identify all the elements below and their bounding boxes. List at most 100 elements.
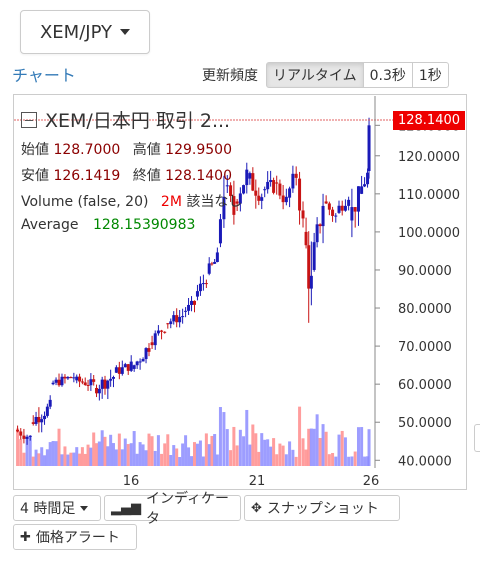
candle-body bbox=[129, 361, 133, 371]
volume-bar bbox=[100, 430, 104, 466]
volume-bar bbox=[315, 414, 319, 466]
candle-body bbox=[34, 416, 38, 424]
candle-body bbox=[156, 330, 160, 334]
volume-bar bbox=[340, 430, 344, 466]
volume-bar bbox=[260, 433, 264, 466]
y-tick-label: 40.0000 bbox=[398, 454, 452, 469]
volume-bar bbox=[156, 435, 160, 466]
volume-bar bbox=[97, 441, 101, 466]
update-frequency-label: 更新頻度 bbox=[202, 68, 258, 84]
candle-body bbox=[245, 169, 249, 186]
candle-body bbox=[66, 377, 70, 379]
volume-bar bbox=[222, 412, 226, 466]
volume-bar bbox=[150, 436, 154, 466]
candle-body bbox=[120, 367, 124, 374]
volume-bar bbox=[360, 427, 364, 466]
candle-body bbox=[284, 196, 288, 203]
candle-body bbox=[72, 377, 76, 379]
volume-bar bbox=[278, 443, 282, 466]
price-alert-label: 価格アラート bbox=[35, 530, 120, 546]
volume-bar bbox=[132, 431, 136, 466]
candle-body bbox=[187, 304, 191, 311]
volume-bar bbox=[254, 433, 258, 466]
update-frequency-group: リアルタイム 0.3秒 1秒 bbox=[266, 62, 449, 88]
volume-bar bbox=[334, 456, 338, 466]
x-tick-label: 26 bbox=[363, 474, 380, 489]
volume-bar bbox=[114, 449, 118, 466]
volume-bar bbox=[195, 443, 199, 466]
chart-panel[interactable] bbox=[13, 94, 467, 490]
candle-body bbox=[275, 182, 279, 184]
candle-body bbox=[321, 205, 325, 227]
candle-body bbox=[86, 384, 90, 386]
candle-body bbox=[301, 210, 305, 219]
indicator-button[interactable]: ▂▄▆ インディケータ bbox=[104, 491, 241, 527]
candle-body bbox=[190, 300, 194, 305]
candle-body bbox=[160, 330, 164, 332]
snapshot-button[interactable]: ✥ スナップショット bbox=[244, 495, 400, 521]
volume-bar bbox=[294, 456, 298, 466]
price-alert-button[interactable]: ✚ 価格アラート bbox=[13, 524, 137, 550]
candle-body bbox=[78, 376, 82, 382]
candle-body bbox=[198, 283, 202, 292]
volume-bar bbox=[34, 449, 38, 466]
snapshot-label: スナップショット bbox=[266, 501, 379, 517]
candle-body bbox=[60, 376, 64, 386]
candle-body bbox=[207, 263, 211, 274]
volume-bar bbox=[181, 443, 185, 466]
frequency-0.3s-button[interactable]: 0.3秒 bbox=[362, 62, 413, 88]
candle-body bbox=[232, 196, 236, 215]
frequency-realtime-button[interactable]: リアルタイム bbox=[266, 62, 364, 88]
volume-bar bbox=[269, 446, 273, 466]
volume-bar bbox=[363, 456, 367, 466]
volume-bar bbox=[232, 426, 236, 466]
y-tick-label: 60.0000 bbox=[398, 378, 452, 393]
volume-bar bbox=[129, 443, 133, 466]
candle-body bbox=[28, 435, 32, 437]
interval-select-button[interactable]: 4 時間足 bbox=[13, 495, 101, 521]
pair-select-button[interactable]: XEM/JPY bbox=[20, 10, 150, 54]
frequency-1s-button[interactable]: 1秒 bbox=[411, 62, 449, 88]
candle-body bbox=[324, 201, 328, 204]
candle-body bbox=[63, 376, 67, 379]
volume-bar bbox=[301, 438, 305, 466]
caret-down-icon bbox=[120, 29, 131, 35]
plus-icon: ✚ bbox=[20, 529, 31, 545]
side-drawer-handle[interactable] bbox=[474, 424, 480, 452]
candle-body bbox=[222, 196, 226, 220]
candle-body bbox=[172, 315, 176, 322]
candle-body bbox=[366, 172, 370, 185]
bar-chart-icon: ▂▄▆ bbox=[111, 500, 141, 516]
open-value: 128.7000 bbox=[53, 142, 121, 158]
volume-bar bbox=[356, 427, 360, 466]
candlesticks bbox=[16, 117, 371, 445]
candle-body bbox=[57, 379, 61, 386]
volume-bar bbox=[175, 448, 179, 466]
candle-body bbox=[83, 382, 87, 385]
volume-bar bbox=[66, 454, 70, 466]
candle-body bbox=[22, 435, 26, 439]
chart-link[interactable]: チャート bbox=[12, 66, 76, 85]
candle-body bbox=[337, 205, 341, 213]
candle-body bbox=[111, 377, 115, 379]
candle-body bbox=[19, 431, 23, 436]
volume-bar bbox=[251, 424, 255, 466]
candle-body bbox=[304, 231, 308, 246]
volume-bar bbox=[22, 452, 26, 466]
volume-bar bbox=[225, 429, 229, 466]
candle-body bbox=[40, 419, 44, 423]
volume-bar bbox=[242, 436, 246, 466]
average-value: 128.15390983 bbox=[92, 217, 196, 233]
x-axis-ticks: 16 21 26 bbox=[123, 474, 380, 489]
candle-body bbox=[363, 184, 367, 187]
volume-bar bbox=[172, 445, 176, 466]
legend-title: XEM/日本円 取引 2... bbox=[21, 106, 271, 133]
candle-body bbox=[340, 205, 344, 211]
volume-bar bbox=[272, 438, 276, 466]
candle-body bbox=[43, 415, 47, 420]
collapse-icon[interactable] bbox=[21, 111, 37, 128]
legend-open-high: 始値 128.7000 高値 129.9500 bbox=[21, 139, 271, 159]
candle-body bbox=[213, 261, 217, 264]
volume-bar bbox=[318, 437, 322, 466]
x-tick-label: 16 bbox=[123, 474, 140, 489]
